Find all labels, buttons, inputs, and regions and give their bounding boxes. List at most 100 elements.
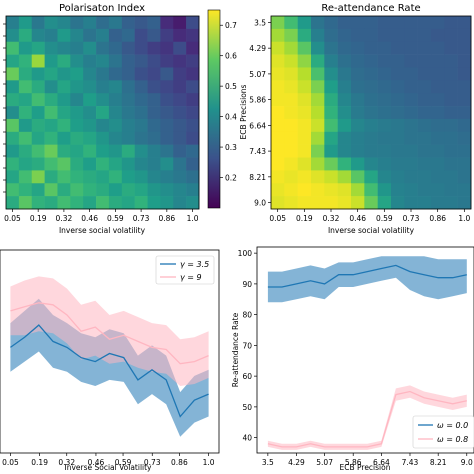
lineplot1-plot-area	[10, 276, 209, 437]
legend-label-omega-0.0: ω = 0.0	[437, 421, 468, 430]
heatmap-cell	[134, 93, 148, 107]
x-tick-label: 1.0	[203, 458, 215, 467]
heatmap-cell	[6, 183, 20, 197]
heatmap-cell	[31, 41, 45, 55]
heatmap-cell	[337, 131, 352, 145]
colorbar-tick-label: 0.3	[225, 143, 237, 152]
heatmap-cell	[324, 196, 338, 210]
heatmap-cell	[337, 144, 352, 158]
heatmap-cell	[31, 131, 45, 145]
heatmap-cell	[108, 170, 123, 184]
heatmap-cell	[70, 118, 84, 133]
heatmap-cell	[311, 118, 325, 133]
x-tick-label: 4.29	[288, 458, 305, 467]
heatmap-cell	[271, 67, 285, 81]
heatmap-cell	[18, 144, 33, 158]
heatmap-cell	[96, 118, 110, 133]
heatmap-cell	[457, 183, 472, 197]
heatmap-cell	[364, 93, 378, 107]
heatmap-cell	[377, 80, 392, 94]
heatmap-cell	[44, 16, 58, 30]
heatmap-cell	[417, 93, 432, 107]
heatmap-cell	[31, 106, 45, 120]
heatmap-cell	[351, 170, 365, 184]
heatmap-cell	[44, 170, 58, 184]
heatmap-cell	[57, 106, 71, 120]
heatmap-cell	[96, 157, 110, 171]
heatmap-cell	[96, 67, 110, 81]
heatmap-cell	[160, 93, 174, 107]
x-tick-label: 0.59	[376, 214, 393, 223]
heatmap-cell	[96, 131, 110, 145]
heatmap-cell	[444, 157, 458, 171]
heatmap-cell	[404, 118, 418, 133]
heatmap-cell	[457, 118, 472, 133]
y-tick-label: 60	[242, 372, 252, 381]
heatmap-cell	[364, 54, 378, 68]
heatmap-cell	[391, 41, 405, 55]
heatmap-cell	[417, 16, 432, 30]
heatmap-cell	[284, 67, 298, 81]
heatmap-cell	[108, 41, 123, 55]
heatmap-cell	[444, 106, 458, 120]
lineplot1-x-label: Inverse Social Volatility	[64, 463, 152, 472]
heatmap-cell	[271, 144, 285, 158]
heatmap2-x-ticks: 0.05 0.19 0.32 0.46 0.59 0.73 0.86 1.0	[269, 209, 471, 223]
x-tick-label: 0.19	[31, 458, 48, 467]
heatmap-cell	[284, 16, 298, 30]
heatmap-cell	[173, 28, 187, 43]
heatmap2-y-label: ECB Precisions	[239, 84, 248, 139]
heatmap-cell	[364, 144, 378, 158]
heatmap-cell	[311, 41, 325, 55]
heatmap-cell	[96, 16, 110, 30]
heatmap-cell	[377, 170, 392, 184]
heatmap1-x-ticks: 0.05 0.19 0.32 0.46 0.59 0.73 0.86 1.0	[4, 209, 199, 223]
heatmap-cell	[431, 196, 445, 210]
heatmap-cell	[364, 157, 378, 171]
heatmap-cell	[108, 67, 123, 81]
heatmap-cell	[324, 54, 338, 68]
heatmap-cell	[173, 170, 187, 184]
heatmap-cell	[324, 80, 338, 94]
heatmap-cell	[96, 196, 110, 210]
heatmap-cell	[391, 183, 405, 197]
heatmap-cell	[444, 196, 458, 210]
heatmap-cell	[404, 93, 418, 107]
heatmap-cell	[31, 80, 45, 94]
x-tick-label: 0.19	[30, 214, 47, 223]
colorbar-tick-label: 0.7	[225, 21, 237, 30]
heatmap2-title: Re-attendance Rate	[321, 3, 420, 14]
heatmap-cell	[391, 16, 405, 30]
x-tick-label: 5.86	[345, 458, 362, 467]
heatmap-cell	[364, 183, 378, 197]
heatmap-cell	[83, 41, 97, 55]
heatmap-cell	[70, 170, 84, 184]
heatmap-cell	[337, 196, 352, 210]
heatmap-cell	[391, 144, 405, 158]
heatmap-cell	[457, 170, 472, 184]
lineplot2-y-label: Re-attendance Rate	[231, 312, 240, 387]
y-tick-label: 80	[242, 311, 252, 320]
heatmap-cell	[351, 80, 365, 94]
heatmap-cell	[311, 144, 325, 158]
heatmap-cell	[444, 54, 458, 68]
heatmap-cell	[83, 183, 97, 197]
heatmap-cell	[364, 118, 378, 133]
heatmap-cell	[173, 157, 187, 171]
heatmap-cell	[391, 54, 405, 68]
legend-label-omega-0.8: ω = 0.8	[437, 435, 468, 444]
heatmap-cell	[96, 106, 110, 120]
heatmap-cell	[6, 80, 20, 94]
heatmap-cell	[147, 157, 161, 171]
heatmap-cell	[121, 118, 135, 133]
heatmap-cell	[351, 41, 365, 55]
heatmap-cell	[147, 183, 161, 197]
heatmap-cell	[186, 41, 200, 55]
heatmap-cell	[337, 80, 352, 94]
heatmap-cell	[57, 67, 71, 81]
heatmap-cell	[160, 67, 174, 81]
x-tick-label: 0.59	[107, 214, 124, 223]
x-tick-label: 0.73	[133, 214, 150, 223]
colorbar-gradient	[207, 9, 221, 209]
x-tick-label: 6.64	[373, 458, 390, 467]
